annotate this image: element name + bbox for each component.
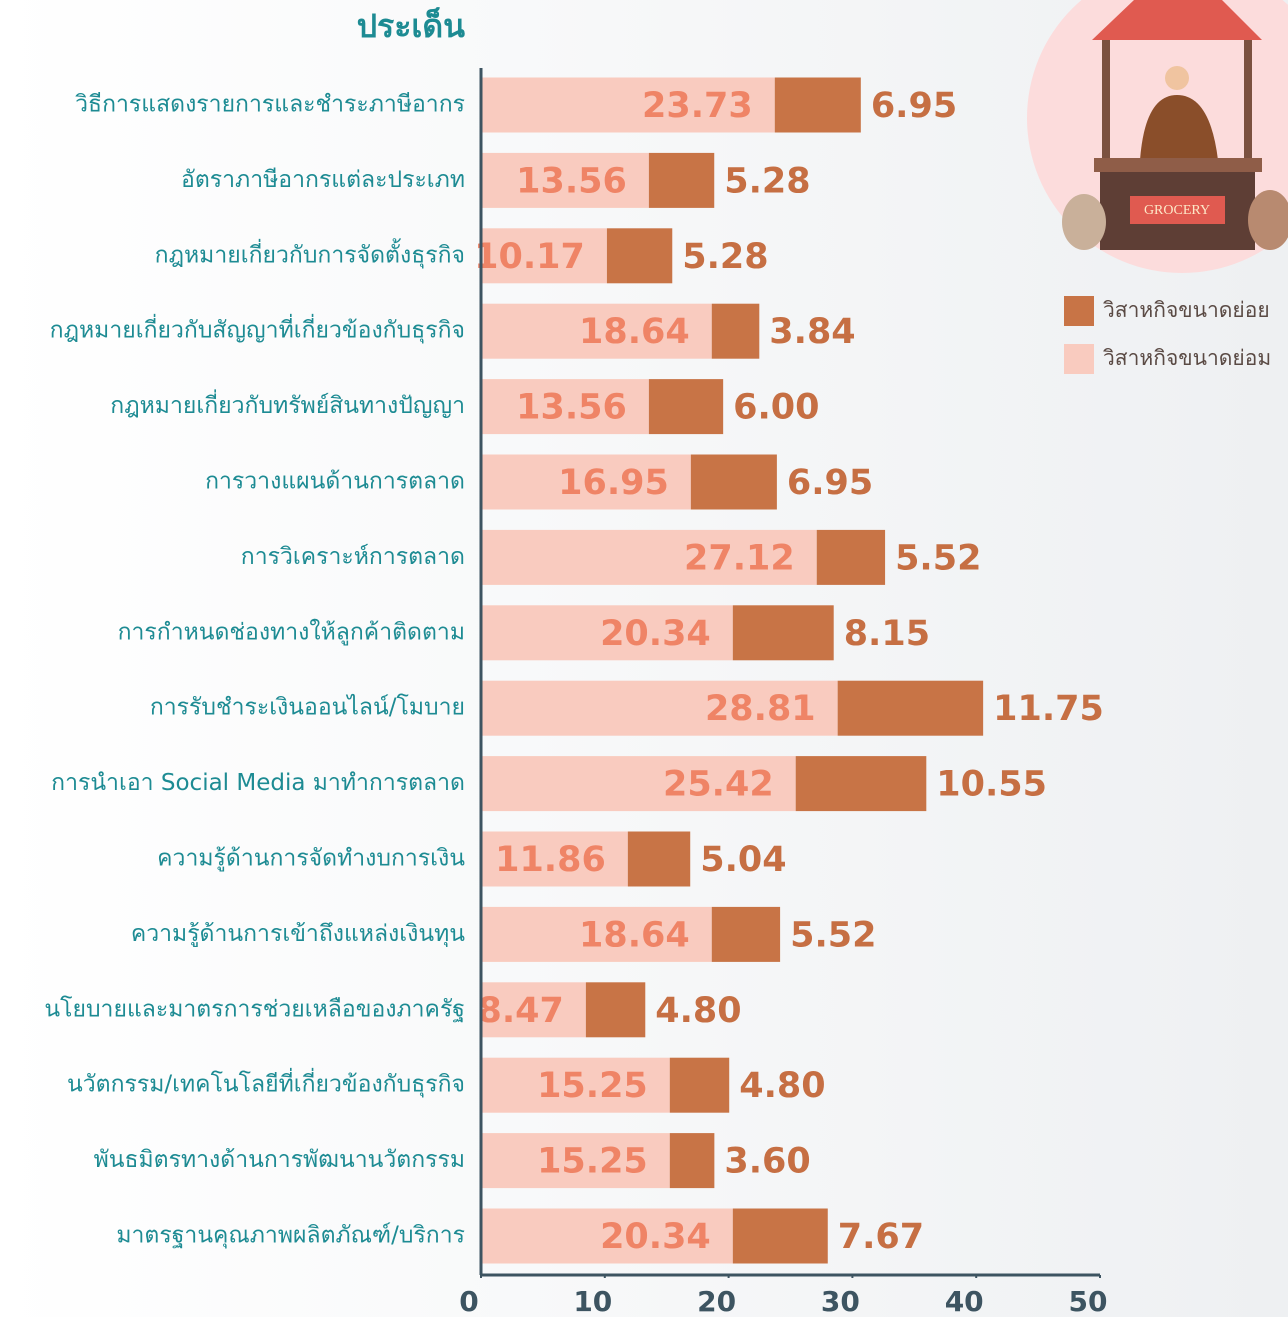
category-label: การรับชำระเงินออนไลน์/โมบาย — [150, 694, 465, 721]
bar-segment — [838, 681, 983, 736]
value-label: 18.64 — [579, 915, 690, 955]
category-label: วิธีการแสดงรายการและชำระภาษีอากร — [75, 92, 465, 118]
bar-segment — [796, 756, 927, 811]
category-label: ความรู้ด้านการจัดทำงบการเงิน — [157, 846, 465, 872]
value-label: 4.80 — [739, 1066, 825, 1106]
legend-swatch — [1064, 296, 1094, 326]
bar-segment — [670, 1058, 729, 1113]
category-label: อัตราภาษีอากรแต่ละประเภท — [181, 167, 465, 193]
value-label: 6.95 — [871, 86, 957, 126]
bar-segment — [712, 304, 760, 359]
bar-segment — [586, 982, 645, 1037]
bar-segment — [733, 605, 834, 660]
value-label: 16.95 — [558, 463, 669, 503]
x-tick-label: 20 — [697, 1285, 736, 1317]
value-label: 11.75 — [993, 689, 1104, 729]
category-label: การวิเคราะห์การตลาด — [241, 543, 465, 570]
value-label: 5.52 — [895, 538, 981, 578]
value-label: 4.80 — [655, 991, 741, 1031]
sack — [1062, 194, 1106, 250]
value-label: 25.42 — [663, 765, 774, 805]
category-label: การกำหนดช่องทางให้ลูกค้าติดตาม — [118, 618, 465, 645]
bar-segment — [649, 379, 723, 434]
value-label: 8.47 — [477, 991, 563, 1031]
bar-segment — [649, 153, 714, 208]
value-label: 5.28 — [682, 237, 768, 277]
bar-segment — [733, 1209, 828, 1264]
legend-swatch — [1064, 344, 1094, 374]
x-tick-label: 30 — [821, 1285, 860, 1317]
value-label: 20.34 — [600, 614, 711, 654]
category-label: มาตรฐานคุณภาพผลิตภัณฑ์/บริการ — [116, 1222, 465, 1249]
category-label: กฎหมายเกี่ยวกับการจัดตั้งธุรกิจ — [155, 238, 465, 268]
illustration: GROCERY — [1027, 0, 1288, 273]
bar-segment — [607, 228, 672, 283]
value-label: 5.04 — [700, 840, 786, 880]
chart: GROCERY ประเด็น วิธีการแสดงรายการและชำระ… — [0, 0, 1288, 1317]
bar-segment — [628, 832, 690, 887]
value-label: 18.64 — [579, 312, 690, 352]
sign-text: GROCERY — [1144, 203, 1210, 218]
person-head — [1165, 66, 1189, 90]
x-tick-label: 50 — [1069, 1285, 1108, 1317]
category-label: การนำเอา Social Media มาทำการตลาด — [51, 770, 465, 796]
bar-segment — [775, 78, 861, 133]
value-label: 10.17 — [474, 237, 585, 277]
category-label: นวัตกรรม/เทคโนโลยีที่เกี่ยวข้องกับธุรกิจ — [67, 1068, 465, 1098]
value-label: 23.73 — [642, 86, 753, 126]
value-label: 8.15 — [844, 614, 930, 654]
value-label: 20.34 — [600, 1217, 711, 1257]
x-tick-label: 0 — [459, 1285, 478, 1317]
category-label: กฎหมายเกี่ยวกับสัญญาที่เกี่ยวข้องกับธุรก… — [50, 314, 465, 344]
bar-segment — [712, 907, 780, 962]
category-label: นโยบายและมาตรการช่วยเหลือของภาครัฐ — [44, 995, 465, 1022]
value-label: 27.12 — [684, 538, 795, 578]
value-label: 5.52 — [790, 915, 876, 955]
category-label: กฎหมายเกี่ยวกับทรัพย์สินทางปัญญา — [110, 389, 465, 419]
bar-segment — [670, 1133, 715, 1188]
legend-label: วิสาหกิจขนาดย่อม — [1103, 346, 1271, 370]
bar-segment — [817, 530, 885, 585]
chart-title: ประเด็น — [357, 6, 465, 45]
category-label: การวางแผนด้านการตลาด — [205, 469, 465, 495]
category-label: ความรู้ด้านการเข้าถึงแหล่งเงินทุน — [131, 921, 465, 947]
value-label: 11.86 — [495, 840, 606, 880]
value-label: 5.28 — [724, 161, 810, 201]
value-label: 6.95 — [787, 463, 873, 503]
value-label: 13.56 — [516, 388, 627, 428]
value-label: 13.56 — [516, 161, 627, 201]
value-label: 15.25 — [537, 1066, 648, 1106]
value-label: 7.67 — [838, 1217, 924, 1257]
legend-label: วิสาหกิจขนาดย่อย — [1103, 298, 1270, 322]
category-label: พันธมิตรทางด้านการพัฒนานวัตกรรม — [94, 1147, 465, 1173]
value-label: 3.84 — [769, 312, 855, 352]
value-label: 10.55 — [936, 765, 1047, 805]
value-label: 28.81 — [705, 689, 816, 729]
x-tick-label: 10 — [573, 1285, 612, 1317]
value-label: 3.60 — [724, 1142, 810, 1182]
x-tick-label: 40 — [945, 1285, 984, 1317]
value-label: 6.00 — [733, 388, 819, 428]
counter — [1094, 158, 1262, 172]
value-label: 15.25 — [537, 1142, 648, 1182]
bar-segment — [691, 455, 777, 510]
